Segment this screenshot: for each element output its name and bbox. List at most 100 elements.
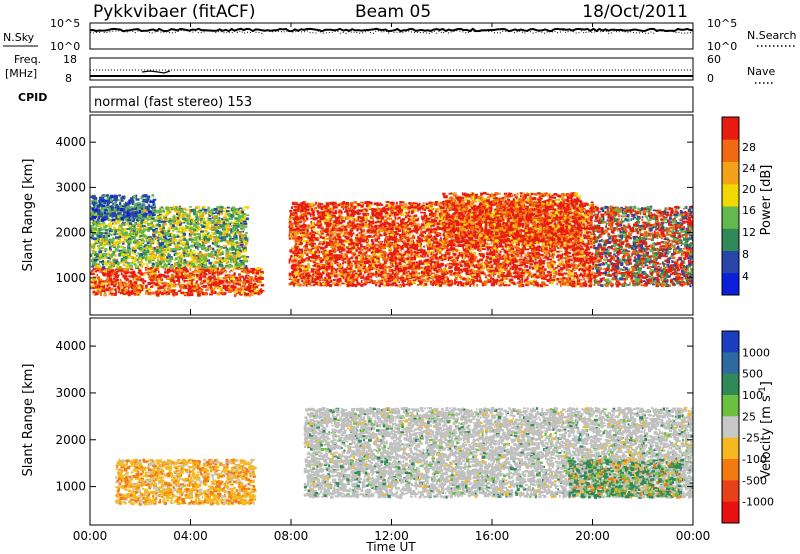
echo-cell (147, 267, 150, 270)
echo-cell (147, 292, 149, 295)
echo-cell (138, 256, 140, 259)
echo-cell (112, 221, 116, 223)
echo-cell (216, 239, 220, 242)
echo-cell (100, 239, 105, 243)
echo-cell (230, 240, 235, 244)
echo-cell (113, 195, 118, 199)
echo-cell (169, 225, 174, 228)
echo-cell (152, 229, 156, 232)
echo-cell (177, 259, 182, 262)
echo-cell (120, 272, 123, 275)
echo-cell (115, 222, 117, 225)
echo-cell (213, 264, 217, 267)
echo-cell (98, 217, 100, 220)
echo-cell (188, 212, 191, 215)
echo-cell (242, 239, 245, 243)
echo-cell (109, 261, 113, 263)
echo-cell (390, 264, 394, 267)
nsky-tick-bottom: 10^0 (50, 40, 80, 53)
echo-cell (218, 262, 221, 266)
echo-cell (178, 256, 183, 260)
echo-cell (197, 265, 201, 269)
echo-cell (384, 201, 387, 203)
echo-cell (195, 281, 198, 285)
echo-cell (245, 242, 248, 245)
echo-cell (151, 262, 155, 266)
echo-cell (231, 285, 235, 289)
echo-cell (142, 199, 146, 201)
echo-cell (151, 194, 155, 197)
echo-cell (122, 274, 125, 278)
echo-cell (101, 266, 106, 269)
echo-cell (141, 200, 145, 203)
echo-cell (133, 203, 138, 206)
echo-cell (224, 214, 227, 217)
echo-cell (129, 215, 132, 218)
echo-cell (135, 244, 139, 248)
echo-cell (138, 215, 141, 218)
echo-cell (199, 251, 202, 254)
echo-cell (213, 227, 218, 230)
echo-cell (219, 224, 222, 227)
echo-cell (95, 253, 100, 255)
echo-cell (148, 198, 150, 201)
echo-cell (387, 266, 392, 268)
echo-cell (222, 279, 226, 282)
echo-cell (170, 248, 173, 252)
echo-cell (146, 195, 151, 199)
echo-cell (245, 271, 250, 275)
echo-cell (146, 288, 150, 291)
echo-cell (198, 213, 202, 216)
freq-frame (89, 57, 694, 81)
echo-cell (216, 267, 219, 271)
echo-cell (245, 280, 249, 284)
echo-cell (212, 232, 217, 235)
echo-cell (155, 246, 159, 249)
echo-cell (197, 221, 199, 224)
echo-cell (222, 226, 226, 229)
echo-cell (90, 224, 93, 228)
echo-cell (110, 227, 112, 231)
echo-cell (209, 270, 213, 274)
echo-cell (134, 258, 138, 262)
echo-cell (102, 244, 105, 248)
echo-cell (205, 235, 210, 238)
echo-cell (144, 237, 147, 240)
echo-cell (119, 238, 121, 242)
echo-cell (163, 218, 168, 221)
echo-cell (320, 207, 325, 211)
echo-cell (101, 215, 104, 218)
echo-cell (136, 239, 139, 242)
echo-cell (156, 262, 160, 266)
echo-cell (162, 207, 165, 210)
echo-cell (97, 227, 100, 231)
echo-cell (186, 262, 190, 267)
echo-cell (223, 207, 227, 210)
echo-cell (232, 269, 234, 271)
echo-cell (241, 211, 244, 214)
echo-cell (172, 292, 175, 296)
echo-cell (162, 225, 165, 228)
echo-cell (138, 244, 143, 247)
echo-cell (197, 293, 201, 297)
echo-cell (137, 216, 142, 220)
echo-cell (173, 258, 176, 261)
echo-cell (99, 291, 102, 295)
echo-cell (165, 282, 168, 286)
echo-cell (168, 220, 173, 223)
echo-cell (218, 263, 221, 266)
echo-cell (216, 284, 220, 287)
echo-cell (97, 245, 100, 247)
nave-tick-top: 60 (707, 53, 721, 66)
echo-cell (151, 267, 154, 269)
echo-cell (121, 223, 125, 226)
echo-cell (106, 239, 109, 243)
echo-cell (176, 209, 181, 211)
echo-cell (191, 218, 194, 220)
echo-cell (225, 240, 228, 243)
echo-cell (105, 237, 108, 240)
echo-cell (123, 246, 126, 249)
echo-cell (161, 240, 165, 243)
echo-cell (139, 225, 142, 228)
echo-cell (207, 254, 212, 258)
